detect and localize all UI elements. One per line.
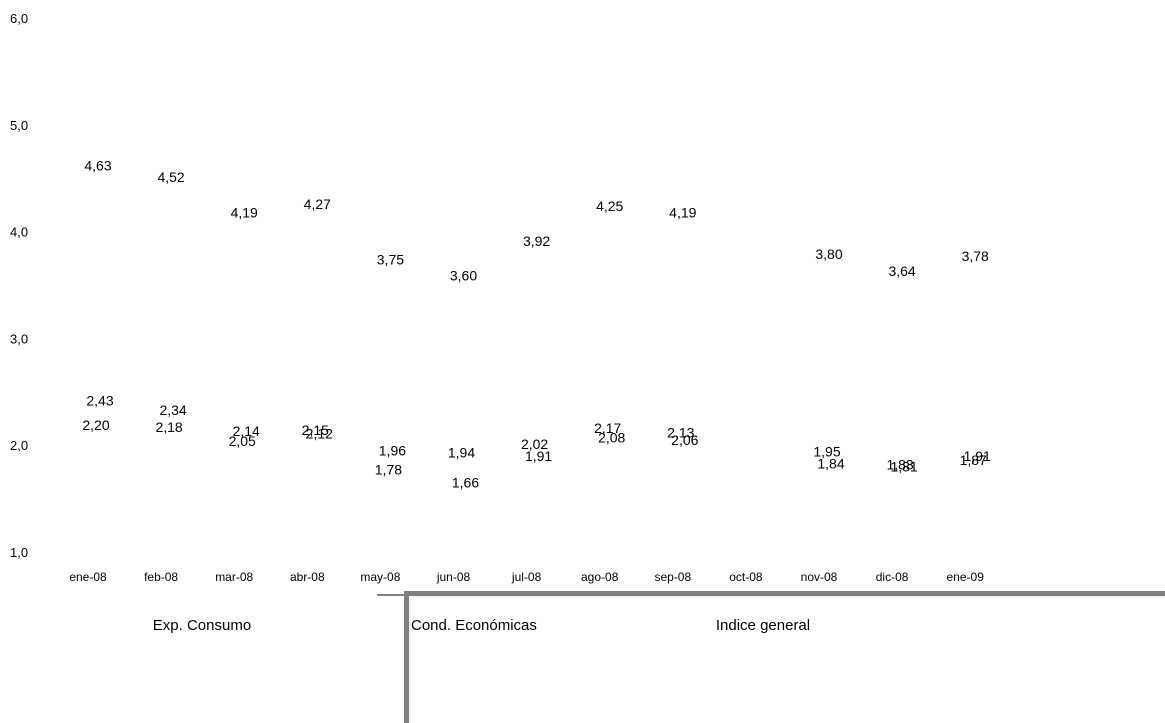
x-tick-label: jul-08 xyxy=(511,570,542,584)
y-axis: 1,0 2,0 3,0 4,0 5,0 6,0 xyxy=(10,11,28,560)
data-label: 2,13 xyxy=(667,424,694,440)
x-axis: ene-08 feb-08 mar-08 abr-08 may-08 jun-08 jul-… xyxy=(69,570,984,584)
data-label: 1,81 xyxy=(890,458,917,474)
data-label: 1,84 xyxy=(817,455,844,471)
data-label: 4,19 xyxy=(231,204,258,220)
data-label: 1,96 xyxy=(379,442,406,458)
data-label: 2,34 xyxy=(159,402,186,418)
x-tick-label: nov-08 xyxy=(801,570,838,584)
x-tick-label: oct-08 xyxy=(729,570,763,584)
y-tick-label: 2,0 xyxy=(10,438,28,453)
data-label: 1,95 xyxy=(813,444,840,460)
data-label: 2,43 xyxy=(86,392,113,408)
y-tick-label: 3,0 xyxy=(10,331,28,346)
data-label: 2,02 xyxy=(521,436,548,452)
data-label: 2,20 xyxy=(82,417,109,433)
legend-divider-horizontal xyxy=(404,591,1165,596)
data-label: 4,25 xyxy=(596,198,623,214)
x-tick-label: dic-08 xyxy=(876,570,909,584)
x-tick-label: may-08 xyxy=(360,570,400,584)
legend-entry-cond-economicas: Cond. Económicas xyxy=(411,617,537,634)
data-label: 1,83 xyxy=(886,456,913,472)
y-tick-label: 5,0 xyxy=(10,118,28,133)
data-label: 2,18 xyxy=(155,419,182,435)
data-label: 3,92 xyxy=(523,233,550,249)
x-tick-label: ago-08 xyxy=(581,570,619,584)
legend-entry-exp-consumo: Exp. Consumo xyxy=(153,617,251,634)
y-tick-label: 1,0 xyxy=(10,545,28,560)
legend: Exp. Consumo Cond. Económicas Indice gen… xyxy=(153,591,1165,723)
legend-entry-indice-general: Indice general xyxy=(716,617,810,634)
x-tick-label: jun-08 xyxy=(436,570,471,584)
data-label: 1,91 xyxy=(525,448,552,464)
data-label: 2,08 xyxy=(598,430,625,446)
x-tick-label: ene-08 xyxy=(69,570,107,584)
data-label: 1,87 xyxy=(960,452,987,468)
y-tick-label: 6,0 xyxy=(10,11,28,26)
data-labels: 4,63 4,52 4,19 4,27 3,75 3,60 3,92 4,25 4,19 3,80… xyxy=(82,157,991,490)
data-label: 2,05 xyxy=(229,433,256,449)
data-label: 4,19 xyxy=(669,204,696,220)
data-label: 2,06 xyxy=(671,432,698,448)
data-label: 4,27 xyxy=(304,196,331,212)
x-tick-label: sep-08 xyxy=(654,570,691,584)
data-label: 3,80 xyxy=(815,246,842,262)
data-label: 2,14 xyxy=(233,423,260,439)
data-label: 1,66 xyxy=(452,475,479,491)
x-tick-label: ene-09 xyxy=(947,570,985,584)
data-label: 3,78 xyxy=(962,248,989,264)
x-tick-label: feb-08 xyxy=(144,570,178,584)
data-label: 2,17 xyxy=(594,420,621,436)
x-tick-label: abr-08 xyxy=(290,570,325,584)
data-label: 4,63 xyxy=(84,157,111,173)
data-label: 3,64 xyxy=(888,263,915,279)
data-label: 3,75 xyxy=(377,251,404,267)
data-label: 2,15 xyxy=(302,422,329,438)
data-label: 1,91 xyxy=(964,448,991,464)
data-label: 2,12 xyxy=(306,425,333,441)
data-label: 1,78 xyxy=(375,462,402,478)
y-tick-label: 4,0 xyxy=(10,225,28,240)
legend-divider-vertical xyxy=(404,595,409,723)
data-label: 3,60 xyxy=(450,267,477,283)
data-label: 4,52 xyxy=(157,169,184,185)
data-label: 1,94 xyxy=(448,445,475,461)
x-tick-label: mar-08 xyxy=(215,570,253,584)
